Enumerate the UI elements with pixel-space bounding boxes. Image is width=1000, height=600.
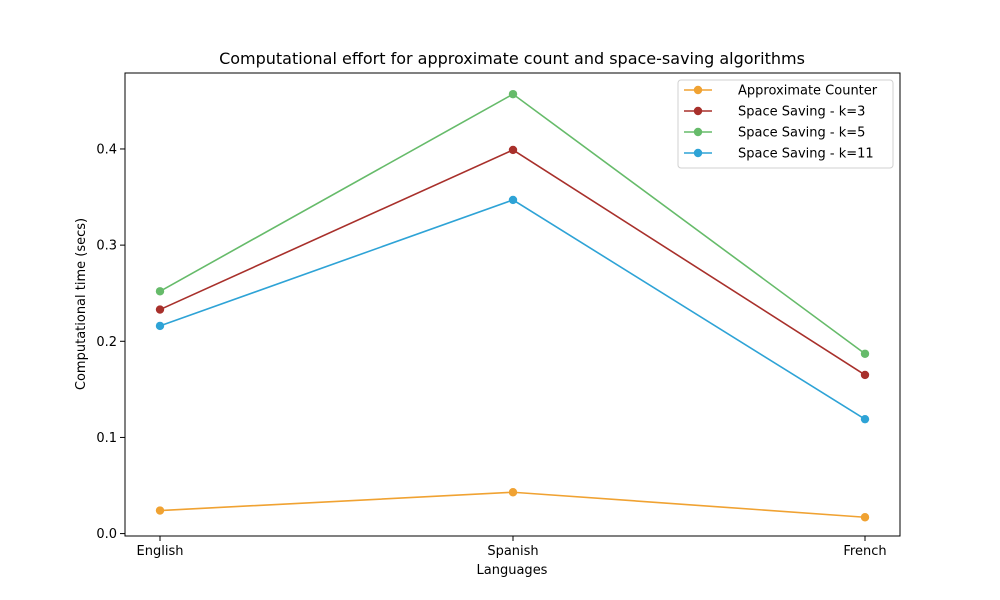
data-point [508,488,518,497]
legend-marker [693,148,703,158]
series-4 [155,195,870,424]
series-2 [155,145,870,380]
series-layer [155,89,870,522]
data-point [155,287,165,296]
data-point [508,89,518,99]
y-tick-label: 0.0 [96,527,117,542]
x-tick-label: English [137,544,184,559]
legend-marker [693,106,703,116]
chart-title: Computational effort for approximate cou… [219,49,805,68]
y-tick-label: 0.3 [96,239,117,254]
legend-marker [693,127,703,137]
x-tick-label: Spanish [487,544,538,559]
data-point [155,321,165,331]
legend-label: Space Saving - k=11 [738,147,874,162]
legend: Approximate Counter Space Saving - k=3 Spa… [677,79,894,169]
data-point [155,305,165,314]
legend-box [677,79,894,169]
x-tick-label: French [843,544,886,559]
y-axis: 0.0 0.1 0.2 0.3 0.4 [96,142,125,542]
series-3 [155,89,870,358]
y-tick-label: 0.1 [96,431,117,446]
x-axis-label: Languages [477,563,548,578]
x-axis: English Spanish French [137,536,887,559]
data-point [860,414,870,424]
y-tick-label: 0.4 [96,142,117,157]
legend-item: Space Saving - k=3 [684,105,865,120]
data-point [860,370,870,380]
data-point [508,145,518,155]
legend-item: Approximate Counter [684,84,878,99]
series-1 [155,488,870,522]
legend-item: Space Saving - k=11 [684,147,874,162]
data-point [860,349,870,358]
legend-item: Space Saving - k=5 [684,126,865,141]
legend-label: Space Saving - k=5 [738,126,865,141]
legend-label: Approximate Counter [738,84,878,99]
data-point [860,513,870,522]
data-point [155,506,165,515]
legend-marker [693,85,703,95]
data-point [508,195,518,205]
y-axis-label: Computational time (secs) [74,218,89,390]
y-tick-label: 0.2 [96,335,117,350]
series-line [159,149,866,376]
legend-label: Space Saving - k=3 [738,105,865,120]
